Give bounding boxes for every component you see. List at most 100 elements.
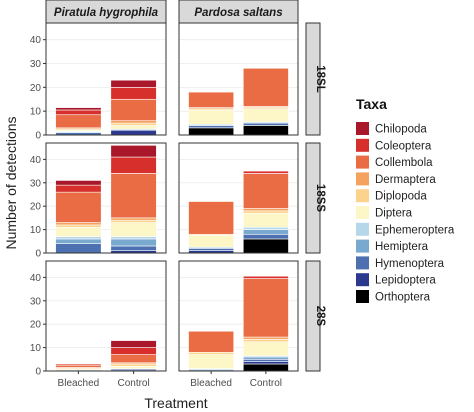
bar-segment-dermaptera — [110, 217, 157, 221]
bar-segment-chilopoda — [55, 107, 102, 111]
bar-segment-coleoptera — [110, 156, 157, 174]
bar-segment-hymenoptera — [110, 245, 157, 251]
legend-item: Coleoptera — [356, 138, 432, 152]
facet-row-strip — [305, 260, 321, 372]
legend-item: Hymenoptera — [356, 256, 445, 270]
x-axis-label: Treatment — [144, 395, 207, 411]
bar-segment-coleoptera — [55, 109, 102, 116]
legend-item: Lepidoptera — [356, 273, 436, 287]
bar-segment-chilopoda — [55, 180, 102, 186]
bar-segment-diptera — [110, 125, 157, 130]
bar-segment-hemiptera — [55, 238, 102, 244]
y-tick-label: 20 — [30, 202, 42, 213]
bar-segment-coleoptera — [110, 347, 157, 355]
legend-label: Lepidoptera — [375, 275, 436, 287]
bar-segment-chilopoda — [110, 145, 157, 158]
bar-segment-collembola — [55, 114, 102, 129]
legend-swatch — [356, 290, 369, 303]
legend-label: Coleoptera — [375, 140, 432, 152]
bar-segment-diptera — [188, 354, 235, 369]
y-tick-label: 10 — [30, 343, 42, 354]
x-tick-label: Control — [250, 378, 282, 389]
bar-segment-diplopoda — [110, 363, 157, 367]
x-tick-label: Control — [117, 378, 149, 389]
bar-segment-collembola — [242, 67, 289, 107]
bar-segment-collembola — [55, 191, 102, 223]
legend-swatch — [356, 273, 369, 287]
x-tick-label: Bleached — [190, 378, 232, 389]
bar-segment-hemiptera — [242, 356, 289, 360]
y-tick-label: 0 — [35, 131, 41, 142]
legend-label: Orthoptera — [375, 292, 431, 304]
bar-segment-collembola — [55, 364, 102, 368]
bar-segment-collembola — [110, 354, 157, 364]
legend-swatch — [356, 138, 369, 152]
bar-segment-diplopoda — [110, 219, 157, 223]
facet-panel — [45, 142, 167, 254]
legend-label: Dermaptera — [375, 174, 436, 186]
bar-segment-diptera — [110, 366, 157, 369]
bar-segment-ephemeroptera — [242, 226, 289, 230]
legend-swatch — [356, 239, 369, 253]
bar-segment-diplopoda — [110, 122, 157, 126]
bar-segment-hemiptera — [242, 229, 289, 235]
legend-label: Chilopoda — [375, 124, 427, 136]
bar-segment-diptera — [188, 109, 235, 125]
facet-panels: Piratula hygrophila Pardosa saltans 18SL 18… — [30, 0, 326, 389]
facet-row-strip — [305, 22, 321, 136]
bar-segment-collembola — [110, 173, 157, 219]
legend: Chilopoda Coleoptera Collembola Dermaptera D… — [356, 122, 455, 304]
panel-border — [45, 260, 167, 372]
bar-segment-orthoptera — [242, 238, 289, 254]
bar-segment-hymenoptera — [55, 243, 102, 254]
bar-segment-orthoptera — [242, 125, 289, 136]
bar-segment-hymenoptera — [242, 122, 289, 126]
bar-segment-lepidoptera — [242, 361, 289, 365]
bar-segment-chilopoda — [110, 340, 157, 348]
bar-segment-diplopoda — [242, 339, 289, 343]
panel-border — [45, 22, 167, 136]
bar-segment-diptera — [55, 226, 102, 237]
y-tick-label: 40 — [30, 155, 42, 166]
legend-item: Orthoptera — [356, 290, 431, 304]
legend-item: Collembola — [356, 155, 433, 169]
facet-panel — [45, 260, 167, 372]
legend-label: Collembola — [375, 157, 433, 169]
legend-label: Hemiptera — [375, 241, 429, 253]
legend-item: Dermaptera — [356, 172, 436, 186]
legend-item: Diplopoda — [356, 189, 427, 203]
bar-segment-ephemeroptera — [110, 236, 157, 240]
y-tick-label: 20 — [30, 320, 42, 331]
bar-segment-chilopoda — [110, 79, 157, 88]
bar-segment-dermaptera — [55, 222, 102, 226]
bar-segment-collembola — [242, 173, 289, 209]
bar-segment-collembola — [110, 98, 157, 122]
bar-segment-diptera — [110, 222, 157, 237]
bar-segment-hymenoptera — [242, 233, 289, 240]
facet-panel — [178, 260, 299, 372]
legend-swatch — [356, 189, 369, 203]
y-tick-label: 40 — [30, 35, 42, 46]
legend-item: Hemiptera — [356, 239, 429, 253]
panel-border — [178, 22, 299, 136]
y-tick-label: 30 — [30, 178, 42, 189]
bar-segment-collembola — [188, 201, 235, 235]
legend-swatch — [356, 256, 369, 270]
y-tick-label: 0 — [35, 249, 41, 260]
bar-segment-hemiptera — [110, 238, 157, 247]
legend-title: Taxa — [356, 96, 387, 112]
legend-label: Hymenoptera — [375, 258, 445, 270]
facet-column-label: Pardosa saltans — [194, 7, 282, 19]
facet-row-label: 28S — [314, 306, 326, 327]
bar-segment-diplopoda — [242, 210, 289, 214]
legend-swatch — [356, 122, 369, 135]
y-axis-label: Number of detections — [3, 116, 19, 249]
facet-panel — [178, 142, 299, 254]
y-tick-label: 30 — [30, 59, 42, 70]
legend-item: Ephemeroptera — [356, 222, 455, 236]
facet-row-strip — [305, 142, 321, 254]
panel-border — [178, 260, 299, 372]
bar-segment-ephemeroptera — [55, 236, 102, 240]
panel-border — [45, 142, 167, 254]
